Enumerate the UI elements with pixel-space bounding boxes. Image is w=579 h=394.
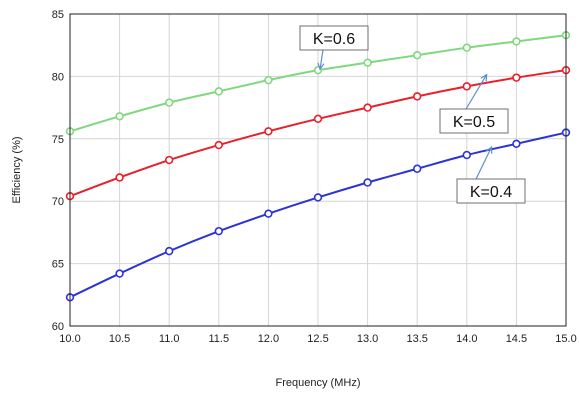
y-tick-label: 80 <box>52 71 64 83</box>
data-point <box>512 37 521 46</box>
y-tick-label: 60 <box>52 321 64 333</box>
y-tick-label: 70 <box>52 196 64 208</box>
data-point <box>264 127 273 136</box>
series-k-0-4 <box>65 128 571 302</box>
data-point <box>214 226 224 236</box>
series-annotations: K=0.6 K=0.5 K=0.4 <box>299 25 526 204</box>
y-tick-label: 65 <box>52 259 64 271</box>
data-point <box>165 98 174 107</box>
annotation-box <box>299 25 369 51</box>
data-point <box>115 269 124 278</box>
x-axis-title: Frequency (MHz) <box>276 377 361 389</box>
data-point <box>462 82 471 91</box>
data-point <box>413 50 422 60</box>
data-point <box>165 246 174 256</box>
x-tick-label: 10.5 <box>109 333 130 345</box>
x-tick-label: 11.0 <box>159 333 180 345</box>
annotation-label: K=0.6 <box>313 31 355 48</box>
data-point <box>512 73 521 82</box>
annotation-arrow <box>465 74 488 110</box>
data-point <box>264 75 273 85</box>
data-point <box>165 155 174 165</box>
annotation-arrow <box>475 146 493 180</box>
x-tick-label: 11.5 <box>209 333 230 345</box>
y-axis-title: Efficiency (%) <box>11 136 23 203</box>
annotation-arrowhead <box>480 73 488 82</box>
data-point <box>313 114 323 124</box>
annotation-arrowhead <box>485 145 493 154</box>
data-point <box>363 178 372 187</box>
annotation-label: K=0.4 <box>470 184 512 201</box>
annotation-box <box>456 178 526 204</box>
x-tick-label: 10.0 <box>59 333 80 345</box>
data-point <box>264 209 273 218</box>
x-tick-label: 14.0 <box>456 333 477 345</box>
data-point <box>462 43 471 52</box>
data-point <box>115 112 124 121</box>
x-tick-label: 12.5 <box>307 333 328 345</box>
annotation-k-0-4: K=0.4 <box>456 145 526 204</box>
data-point <box>115 173 124 182</box>
annotation-k-0-5: K=0.5 <box>439 73 509 134</box>
annotation-label: K=0.5 <box>453 114 495 131</box>
data-point <box>413 92 422 101</box>
plot-frame <box>69 13 567 327</box>
data-point <box>413 164 422 173</box>
y-tick-label: 75 <box>52 134 64 146</box>
x-tick-label: 13.0 <box>357 333 378 345</box>
x-tick-label: 14.5 <box>506 333 527 345</box>
data-point <box>363 58 372 67</box>
data-point <box>214 140 224 150</box>
data-point <box>512 139 521 148</box>
grid-lines <box>69 13 567 327</box>
annotation-arrowhead <box>317 62 325 71</box>
x-tick-label: 15.0 <box>555 333 576 345</box>
x-tick-label: 12.0 <box>258 333 279 345</box>
data-point <box>462 150 471 160</box>
annotation-arrow <box>319 49 324 70</box>
y-tick-label: 85 <box>52 9 64 21</box>
x-tick-label: 13.5 <box>406 333 427 345</box>
y-tick-labels: 60 65 70 75 80 85 <box>52 9 64 333</box>
annotation-box <box>439 108 509 134</box>
data-point <box>313 193 323 202</box>
data-point <box>214 87 224 96</box>
annotation-k-0-6: K=0.6 <box>299 25 369 71</box>
x-tick-labels: 10.0 10.5 11.0 11.5 12.0 12.5 13.0 13.5 14.0 14.5… <box>59 333 576 345</box>
data-point <box>363 103 372 112</box>
